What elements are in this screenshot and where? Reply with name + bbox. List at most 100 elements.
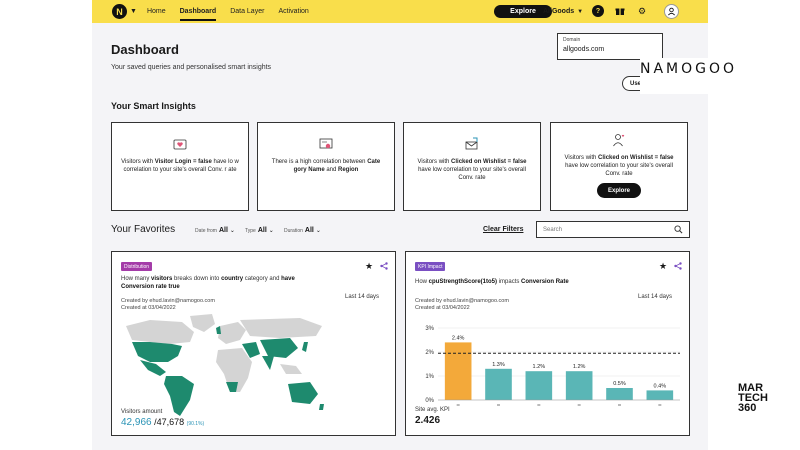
kpi-impact-badge: KPI Impact: [415, 262, 446, 271]
bar: [646, 390, 674, 400]
site-avg-value: 2.426: [415, 415, 441, 426]
smart-insights-title: Your Smart Insights: [111, 101, 196, 111]
map-region: [226, 382, 238, 392]
account-selector[interactable]: AllGoods ▼: [543, 5, 583, 18]
distribution-badge: Distribution: [121, 262, 153, 271]
period-label: Last 14 days: [638, 294, 673, 300]
map-region: [319, 404, 324, 410]
kpi-bar-chart: 3% 2% 1% 0% 2.4% 1.3% 1.2% 1.2% 0.5% 0.4%: [425, 326, 680, 406]
favorite-card-distribution[interactable]: Distribution ★ How many visitors breaks …: [111, 251, 396, 436]
map-region-australia: [288, 382, 318, 404]
insight-text: There is a high correlation between Cate…: [271, 159, 381, 173]
share-icon[interactable]: [380, 262, 388, 270]
namogoo-wordmark: NAMOGOO: [640, 61, 738, 77]
bar: [565, 371, 593, 400]
bar: [606, 388, 633, 400]
chevron-down-icon: ⌄: [268, 228, 274, 234]
map-region: [262, 356, 274, 370]
domain-value: allgoods.com: [563, 46, 605, 53]
bar: [485, 368, 512, 400]
star-icon[interactable]: ★: [365, 261, 374, 271]
search-icon[interactable]: [674, 225, 683, 234]
nav-activation[interactable]: Activation: [278, 8, 309, 15]
map-region: [216, 326, 221, 334]
bar: [525, 371, 553, 400]
insight-text: Visitors with Visitor Login = false have…: [121, 159, 239, 173]
insight-card[interactable]: There is a high correlation between Cate…: [257, 122, 395, 211]
x-tick-mark: [497, 404, 500, 406]
help-icon[interactable]: ?: [592, 5, 604, 17]
chevron-down-icon: ⌄: [229, 228, 235, 234]
period-label: Last 14 days: [345, 294, 380, 300]
filter-value: All: [257, 227, 267, 234]
martech360-logo: MAR TECH 360: [738, 382, 768, 414]
map-region: [218, 322, 246, 344]
filter-label: Duration: [284, 227, 303, 234]
favorites-title: Your Favorites: [111, 224, 176, 235]
brand-overlay: [640, 58, 708, 94]
insight-text: Visitors with Clicked on Wishlist = fals…: [564, 155, 674, 177]
filter-value: All: [218, 227, 228, 234]
bar-data-label: 1.2%: [533, 364, 546, 370]
map-region-usa: [132, 342, 182, 362]
bar-data-label: 1.2%: [573, 364, 586, 370]
nav-home[interactable]: Home: [146, 8, 166, 15]
search-placeholder: Search: [543, 226, 563, 233]
insight-card[interactable]: Visitors with Clicked on Wishlist = fals…: [403, 122, 541, 211]
app-frame: N ▼ Home Dashboard Data Layer Activation…: [92, 0, 708, 450]
x-tick-mark: [618, 404, 621, 406]
certificate-icon: [319, 138, 333, 149]
favorite-meta: Created by ehud.lavin@namogoo.com Created…: [121, 298, 215, 311]
explore-button[interactable]: Explore: [494, 5, 552, 18]
x-tick-mark: [658, 404, 662, 406]
insight-card[interactable]: Visitors with Clicked on Wishlist = fals…: [550, 122, 688, 211]
insight-card[interactable]: Visitors with Visitor Login = false have…: [111, 122, 249, 211]
user-heart-icon: [613, 134, 625, 147]
chevron-down-icon: ⌄: [315, 228, 321, 234]
x-tick-mark: [577, 404, 581, 406]
map-region: [216, 348, 252, 392]
favorite-meta: Created by ehud.lavin@namogoo.com Created…: [415, 298, 509, 311]
map-region: [126, 320, 194, 344]
account-name: AllGoods: [543, 8, 575, 15]
type-filter[interactable]: Type All ⌄: [245, 227, 274, 234]
domain-field[interactable]: Domain allgoods.com: [557, 33, 663, 60]
user-avatar-icon[interactable]: [664, 4, 679, 19]
y-tick-label: 2%: [425, 350, 434, 356]
favorite-description: How many visitors breaks down into count…: [121, 276, 295, 290]
bar-data-label: 0.5%: [613, 381, 626, 387]
share-icon[interactable]: [674, 262, 682, 270]
date-from-filter[interactable]: Date from All ⌄: [195, 227, 235, 234]
domain-label: Domain: [563, 37, 581, 43]
x-tick-mark: [456, 404, 460, 406]
map-region: [280, 364, 302, 374]
duration-filter[interactable]: Duration All ⌄: [284, 227, 321, 234]
visitors-label: Visitors amount: [121, 409, 163, 415]
nav-dashboard[interactable]: Dashboard: [179, 0, 216, 23]
bar-data-label: 0.4%: [654, 383, 667, 389]
search-input[interactable]: Search: [536, 221, 690, 238]
favorite-card-kpi-impact[interactable]: KPI Impact ★ How cpuStrengthScore(1to5) …: [405, 251, 690, 436]
nav-data-layer[interactable]: Data Layer: [230, 8, 265, 15]
filter-label: Date from: [195, 227, 217, 234]
bar-data-label: 2.4%: [452, 335, 465, 341]
clear-filters-link[interactable]: Clear Filters: [483, 226, 524, 233]
y-tick-label: 1%: [425, 374, 434, 380]
heart-icon: [173, 139, 187, 150]
x-tick-mark: [537, 404, 541, 406]
chevron-down-icon[interactable]: ▼: [130, 8, 137, 15]
world-map: [126, 314, 324, 416]
y-tick-label: 0%: [425, 398, 434, 404]
filter-label: Type: [245, 227, 256, 234]
map-region: [260, 338, 298, 358]
gear-icon[interactable]: ⚙: [637, 5, 647, 16]
favorite-description: How cpuStrengthScore(1to5) impacts Conve…: [415, 279, 569, 285]
namogoo-logo[interactable]: N: [112, 4, 127, 19]
y-tick-label: 3%: [425, 326, 434, 332]
star-icon[interactable]: ★: [659, 261, 668, 271]
page-subtitle: Your saved queries and personalised smar…: [111, 64, 272, 71]
gift-icon[interactable]: [614, 5, 626, 17]
page-title: Dashboard: [111, 42, 179, 57]
mail-icon: [465, 137, 478, 150]
explore-insight-button[interactable]: Explore: [597, 183, 641, 198]
